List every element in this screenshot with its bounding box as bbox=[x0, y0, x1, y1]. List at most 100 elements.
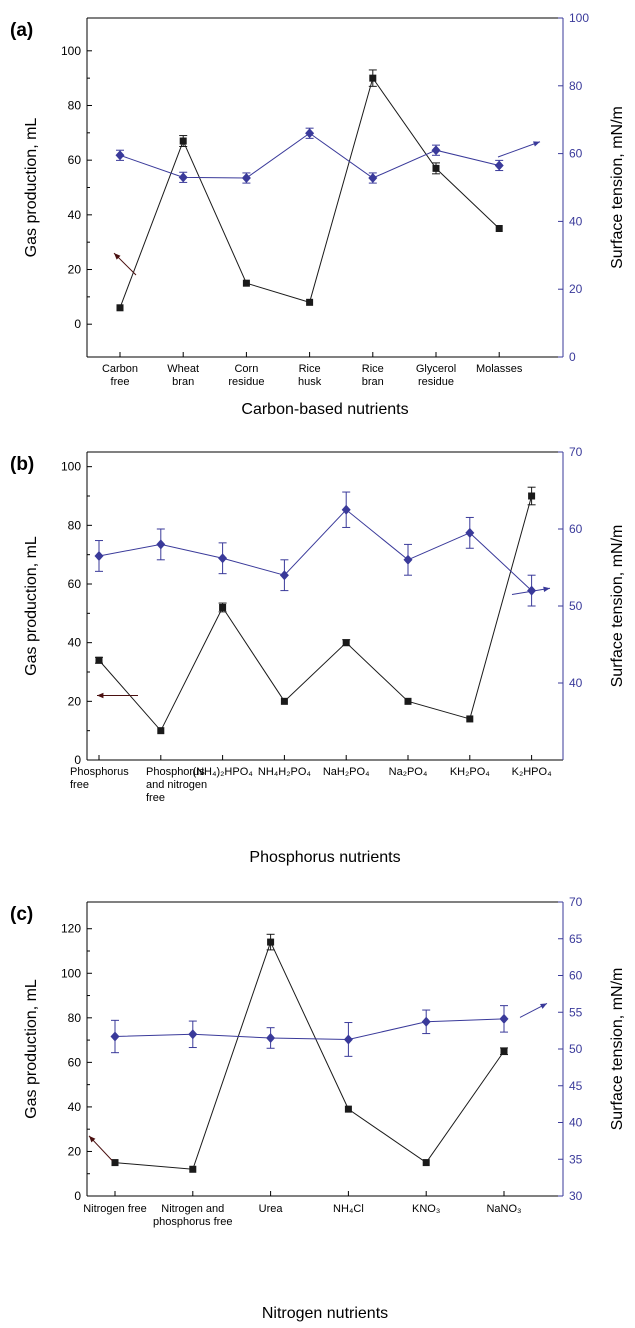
category-label: free bbox=[70, 779, 89, 791]
surface-tension-line bbox=[98, 509, 532, 591]
gas-production-line bbox=[114, 940, 505, 1170]
category-label: bran bbox=[172, 376, 194, 388]
right-tick-label: 35 bbox=[569, 1152, 583, 1166]
surface-tension-series bbox=[110, 1005, 509, 1057]
gas-data-point bbox=[344, 1105, 352, 1113]
tension-data-point bbox=[403, 554, 413, 565]
gas-data-point bbox=[267, 938, 275, 946]
gas-data-point bbox=[500, 1047, 508, 1055]
left-tick-label: 60 bbox=[68, 1055, 82, 1069]
tension-data-point bbox=[305, 128, 315, 139]
gas-data-point bbox=[280, 697, 288, 705]
category-label: residue bbox=[418, 376, 454, 388]
right-tick-label: 50 bbox=[569, 1042, 583, 1056]
gas-data-point bbox=[219, 603, 227, 611]
left-tick-label: 0 bbox=[74, 1189, 81, 1203]
category-label: Urea bbox=[259, 1203, 284, 1215]
category-label: Corn bbox=[234, 363, 258, 375]
left-tick-label: 80 bbox=[68, 1011, 82, 1025]
category-label: NH₄H₂PO₄ bbox=[258, 766, 311, 778]
arrow-head bbox=[543, 586, 550, 593]
arrow-head bbox=[97, 692, 104, 699]
panel-label: (a) bbox=[10, 20, 33, 41]
right-tick-label: 30 bbox=[569, 1189, 583, 1203]
category-label: Glycerol bbox=[416, 363, 456, 375]
panel-label: (b) bbox=[10, 454, 34, 475]
left-tick-label: 100 bbox=[61, 966, 81, 980]
gas-data-point bbox=[369, 74, 377, 82]
surface-tension-line bbox=[114, 1018, 505, 1040]
left-axis-label: Gas production, mL bbox=[23, 979, 40, 1119]
right-axis-label: Surface tension, mN/m bbox=[609, 525, 626, 688]
right-tick-label: 70 bbox=[569, 895, 583, 909]
left-tick-label: 20 bbox=[68, 694, 82, 708]
right-tick-label: 60 bbox=[569, 147, 583, 161]
tension-data-point bbox=[431, 145, 441, 156]
right-tick-label: 45 bbox=[569, 1079, 583, 1093]
gas-data-point bbox=[189, 1165, 197, 1173]
arrow-head bbox=[540, 1003, 547, 1009]
tension-data-point bbox=[341, 504, 351, 515]
tension-data-point bbox=[494, 160, 504, 171]
left-tick-label: 20 bbox=[68, 263, 82, 277]
category-label: Molasses bbox=[476, 363, 523, 375]
category-label: free bbox=[146, 792, 165, 804]
tension-data-point bbox=[368, 173, 378, 184]
tension-data-point bbox=[465, 527, 475, 538]
category-label: Na₂PO₄ bbox=[389, 766, 428, 778]
right-axis-arrow bbox=[497, 141, 541, 158]
right-tick-label: 100 bbox=[569, 11, 589, 25]
panel-c: 0 20 40 60 80 100 120 30 35 40 45 50 55 60 65 70 Nitroge… bbox=[10, 895, 626, 1322]
category-label: NaNO₃ bbox=[486, 1203, 521, 1215]
tension-data-point bbox=[218, 553, 228, 564]
category-label: (NH₄)₂HPO₄ bbox=[192, 766, 253, 778]
left-axis-label: Gas production, mL bbox=[23, 118, 40, 258]
right-tick-label: 55 bbox=[569, 1005, 583, 1019]
panel-b: 02040608010040506070PhosphorusfreePhosph… bbox=[10, 445, 626, 866]
category-label: husk bbox=[298, 376, 322, 388]
gas-production-series bbox=[95, 486, 536, 735]
surface-tension-series bbox=[115, 127, 504, 184]
right-tick-label: 50 bbox=[569, 599, 583, 613]
left-tick-label: 100 bbox=[61, 460, 81, 474]
gas-data-point bbox=[342, 639, 350, 647]
arrow-head bbox=[114, 253, 121, 260]
right-tick-label: 20 bbox=[569, 282, 583, 296]
category-label: Nitrogen and bbox=[161, 1203, 224, 1215]
tension-data-point bbox=[499, 1013, 509, 1024]
gas-production-series bbox=[116, 69, 503, 312]
category-label: and nitrogen bbox=[146, 779, 207, 791]
left-tick-label: 80 bbox=[68, 98, 82, 112]
left-tick-label: 40 bbox=[68, 1100, 82, 1114]
category-label: NH₄Cl bbox=[333, 1203, 364, 1215]
right-tick-label: 60 bbox=[569, 522, 583, 536]
left-tick-label: 60 bbox=[68, 577, 82, 591]
tension-data-point bbox=[241, 173, 251, 184]
gas-data-point bbox=[242, 279, 250, 287]
surface-tension-series bbox=[94, 491, 537, 607]
x-axis-label: Phosphorus nutrients bbox=[249, 849, 400, 866]
gas-data-point bbox=[432, 164, 440, 172]
left-tick-label: 40 bbox=[68, 208, 82, 222]
tension-data-point bbox=[279, 570, 289, 581]
tension-data-point bbox=[94, 550, 104, 561]
right-tick-label: 40 bbox=[569, 676, 583, 690]
tension-data-point bbox=[266, 1032, 276, 1043]
left-tick-label: 40 bbox=[68, 636, 82, 650]
right-tick-label: 60 bbox=[569, 969, 583, 983]
left-tick-label: 20 bbox=[68, 1144, 82, 1158]
gas-data-point bbox=[157, 727, 165, 735]
gas-data-point bbox=[528, 492, 536, 500]
left-tick-label: 80 bbox=[68, 518, 82, 532]
gas-data-point bbox=[422, 1159, 430, 1167]
tension-data-point bbox=[421, 1016, 431, 1027]
right-tick-label: 80 bbox=[569, 79, 583, 93]
left-tick-label: 120 bbox=[61, 922, 81, 936]
category-label: Phosphorus bbox=[146, 766, 205, 778]
tension-data-point bbox=[178, 172, 188, 183]
panel-label: (c) bbox=[10, 904, 33, 925]
right-axis-label: Surface tension, mN/m bbox=[609, 968, 626, 1131]
category-label: Nitrogen free bbox=[83, 1203, 147, 1215]
gas-production-series bbox=[111, 933, 508, 1173]
